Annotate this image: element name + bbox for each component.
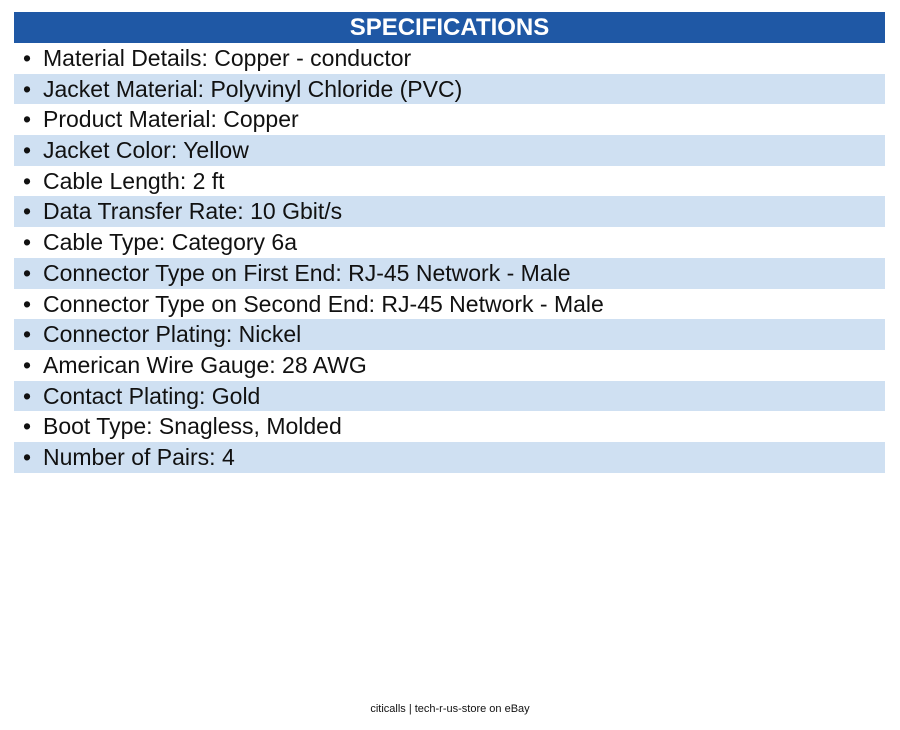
spec-item: Jacket Color: Yellow xyxy=(14,135,885,166)
header-title: SPECIFICATIONS xyxy=(14,12,885,43)
footer: citicalls | tech-r-us-store on eBay xyxy=(370,703,530,715)
spec-item: Product Material: Copper xyxy=(14,104,885,135)
spec-item: American Wire Gauge: 28 AWG xyxy=(14,350,885,381)
spec-item: Jacket Material: Polyvinyl Chloride (PVC… xyxy=(14,73,885,105)
spec-item: Connector Type on First End: RJ-45 Netwo… xyxy=(14,257,885,289)
spec-item: Connector Type on Second End: RJ-45 Netw… xyxy=(14,289,885,320)
spec-item: Data Transfer Rate: 10 Gbit/s xyxy=(14,196,885,228)
spec-item: Material Details: Copper - conductor xyxy=(14,43,885,74)
spec-item: Connector Plating: Nickel xyxy=(14,319,885,350)
spec-item: Cable Type: Category 6a xyxy=(14,227,885,258)
spec-item: Cable Length: 2 ft xyxy=(14,166,885,197)
spec-item: Contact Plating: Gold xyxy=(14,380,885,412)
spec-item: Number of Pairs: 4 xyxy=(14,441,885,473)
spec-list: Material Details: Copper - conductorJack… xyxy=(14,43,885,473)
spec-item: Boot Type: Snagless, Molded xyxy=(14,411,885,442)
